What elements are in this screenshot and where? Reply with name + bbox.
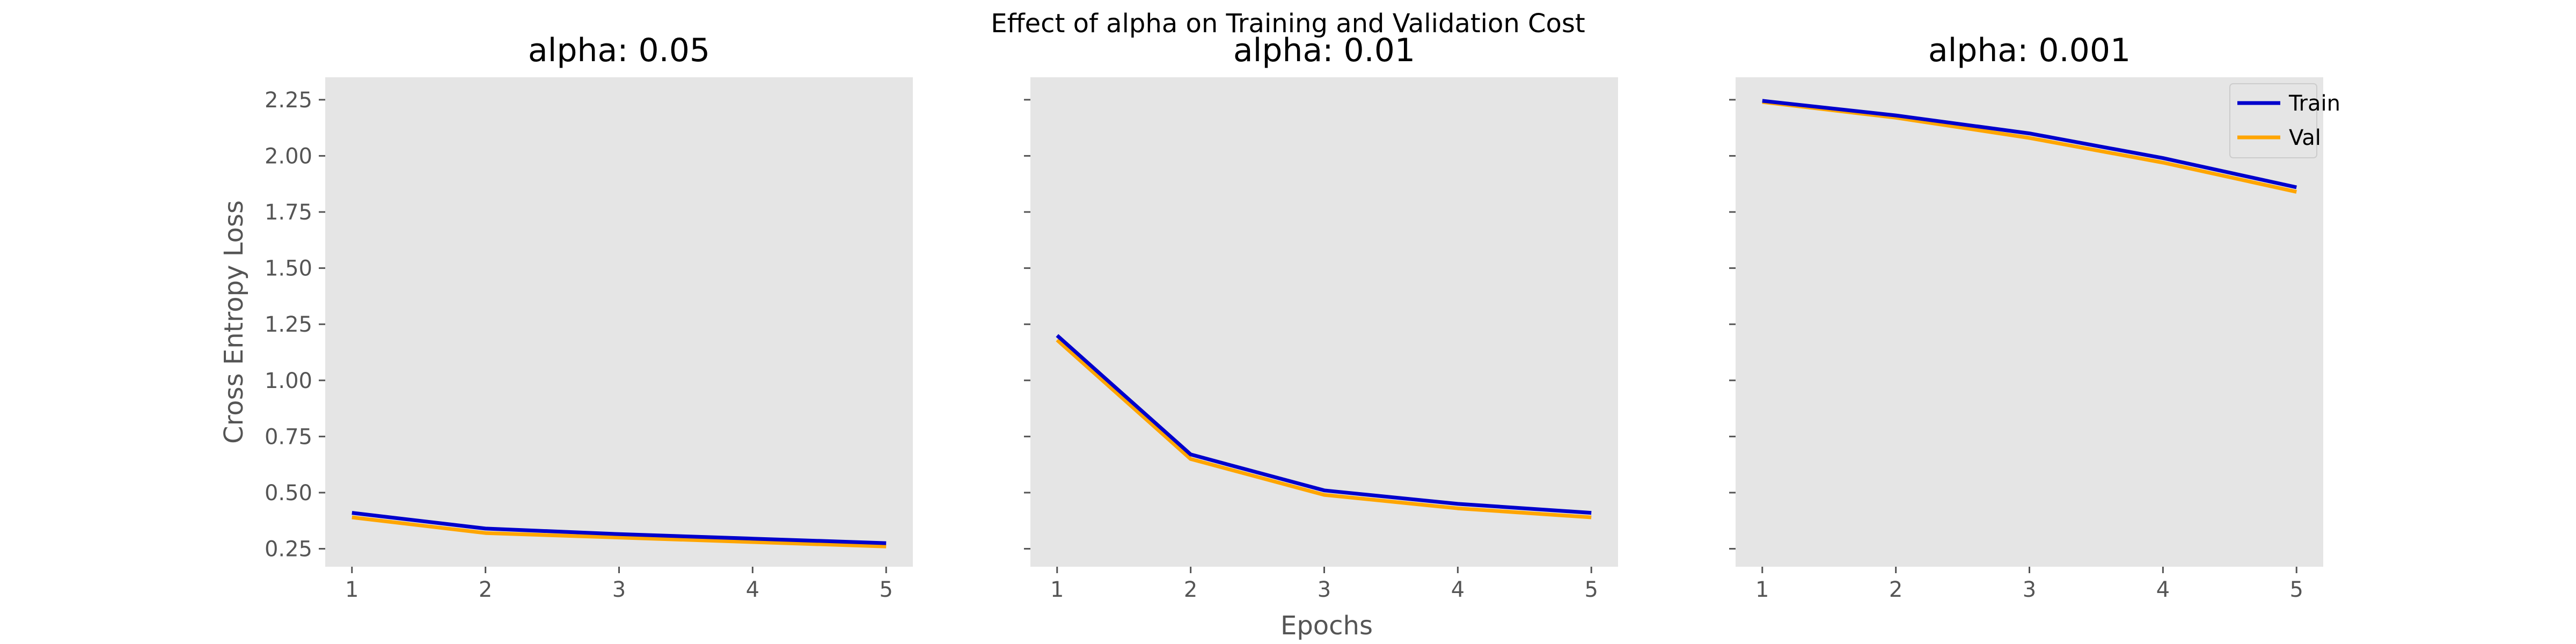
figure-title: Effect of alpha on Training and Validati… <box>991 9 1585 39</box>
series-line-train <box>352 511 887 545</box>
x-tick-label: 4 <box>746 577 759 602</box>
x-tick-label: 5 <box>880 577 893 602</box>
panel-2: alpha: 0.01 1 2 3 4 5 <box>1024 32 1618 602</box>
y-tick-label: 1.25 <box>265 312 312 337</box>
legend-label-val: Val <box>2289 126 2321 150</box>
y-tick-label: 2.00 <box>265 144 312 169</box>
plot-area <box>325 77 913 567</box>
y-tick-label: 0.75 <box>265 425 312 449</box>
y-tick-label: 1.75 <box>265 200 312 225</box>
x-tick-label: 2 <box>1184 577 1197 602</box>
y-tick-label: 1.50 <box>265 257 312 281</box>
x-tick-label: 1 <box>1050 577 1064 602</box>
y-tick-label: 2.25 <box>265 88 312 113</box>
x-tick-label: 2 <box>479 577 492 602</box>
x-tick-label: 4 <box>1451 577 1465 602</box>
x-tick-label: 5 <box>1585 577 1598 602</box>
x-tick-label: 4 <box>2156 577 2170 602</box>
y-axis-label: Cross Entropy Loss <box>219 200 249 444</box>
x-axis-label: Epochs <box>1280 611 1373 641</box>
y-tick-label: 1.00 <box>265 369 312 393</box>
y-tick-label: 0.50 <box>265 481 312 506</box>
plot-area <box>1030 77 1618 567</box>
panel-title: alpha: 0.05 <box>528 32 710 69</box>
panel-1: alpha: 0.05 1 2 3 4 5 0.25 0.50 0.75 1.00 1.25 1.50… <box>265 32 913 602</box>
y-tick-label: 0.25 <box>265 537 312 562</box>
x-tick-label: 3 <box>2023 577 2036 602</box>
x-tick-label: 2 <box>1889 577 1902 602</box>
x-tick-label: 1 <box>345 577 358 602</box>
series-line-val <box>352 515 887 548</box>
x-tick-label: 3 <box>1318 577 1331 602</box>
plot-area <box>1736 77 2323 567</box>
series-line-train <box>1762 99 2297 189</box>
x-tick-label: 3 <box>612 577 626 602</box>
legend-label-train: Train <box>2288 91 2340 116</box>
x-tick-label: 1 <box>1755 577 1769 602</box>
panel-title: alpha: 0.001 <box>1928 32 2131 69</box>
legend: Train Val <box>2229 83 2340 158</box>
panel-title: alpha: 0.01 <box>1233 32 1415 69</box>
panel-3: alpha: 0.001 1 2 3 4 5 Train Val <box>1729 32 2340 602</box>
series-line-val <box>1056 338 1592 519</box>
x-tick-label: 5 <box>2290 577 2303 602</box>
series-line-train <box>1056 334 1592 515</box>
panels: alpha: 0.05 1 2 3 4 5 0.25 0.50 0.75 1.00 1.25 1.50… <box>265 32 2340 602</box>
